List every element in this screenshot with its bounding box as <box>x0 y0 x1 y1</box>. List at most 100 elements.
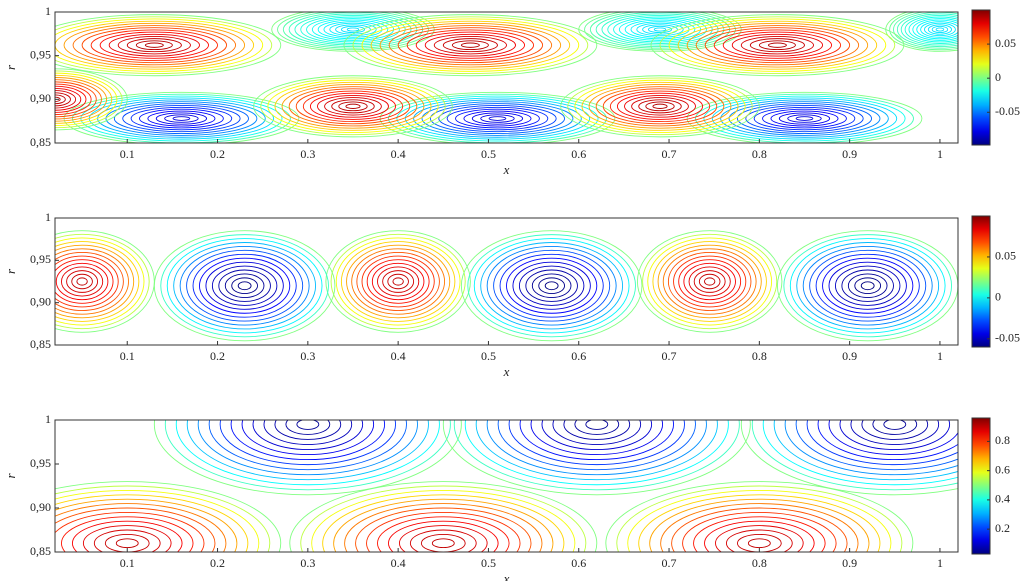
x-tick-label: 0.9 <box>842 349 857 363</box>
contour-line <box>778 112 831 125</box>
contour-line <box>602 88 718 125</box>
contour-line <box>361 18 580 72</box>
contour-line <box>900 13 958 46</box>
contour-line <box>630 21 690 38</box>
contour-line <box>55 248 129 315</box>
x-tick-label: 0.6 <box>571 147 586 161</box>
contour-line <box>493 249 611 322</box>
contour-line <box>55 489 260 552</box>
x-tick-label: 0.8 <box>752 556 767 570</box>
contour-line <box>409 529 477 552</box>
contour-line <box>71 520 183 552</box>
contour-line <box>607 14 713 44</box>
contour-line <box>317 94 389 118</box>
y-tick-label: 0,95 <box>30 456 51 470</box>
colorbar-tick-label: 0 <box>995 290 1001 304</box>
vortex-cell <box>605 481 914 552</box>
contour-line <box>335 237 461 326</box>
contour-line <box>397 27 544 64</box>
contour-line <box>667 252 752 311</box>
contour-line <box>379 91 616 143</box>
contour-line <box>722 31 833 59</box>
contour-line <box>55 230 155 333</box>
contour-line <box>164 420 451 491</box>
colorbar-tick-label: 0.05 <box>995 36 1016 50</box>
x-tick-label: 0.4 <box>391 349 406 363</box>
contour-line <box>525 269 578 302</box>
contour-line <box>55 485 271 552</box>
contour-line <box>817 420 958 461</box>
contour-line <box>433 36 507 55</box>
contour-line <box>828 261 907 310</box>
x-tick-label: 0.7 <box>662 556 677 570</box>
contour-line <box>751 420 958 491</box>
contour-line <box>806 420 958 466</box>
contour-line <box>770 110 839 127</box>
contour-line <box>108 33 200 57</box>
contour-line <box>704 27 851 64</box>
contour-line <box>302 90 404 123</box>
contour-line <box>344 503 543 552</box>
contour-line <box>480 242 624 330</box>
contour-line <box>541 420 653 450</box>
contour-line <box>627 489 892 552</box>
contour-field <box>55 420 958 552</box>
x-tick-label: 0.9 <box>842 556 857 570</box>
contour-line <box>464 420 729 486</box>
contour-line <box>104 533 150 552</box>
vortex-cell <box>460 230 643 342</box>
contour-line <box>828 420 958 456</box>
contour-line <box>392 277 404 286</box>
y-tick-label: 1 <box>45 412 51 426</box>
x-tick-label: 0.9 <box>842 147 857 161</box>
colorbar <box>971 215 991 348</box>
x-tick-label: 0.4 <box>391 147 406 161</box>
x-tick-label: 0.2 <box>210 349 225 363</box>
contour-line <box>784 420 958 476</box>
contour-field <box>55 12 958 143</box>
plot-frame <box>54 419 959 553</box>
x-tick-label: 0.1 <box>120 556 135 570</box>
contour-line <box>429 103 566 134</box>
x-tick-label: 0.4 <box>391 556 406 570</box>
contour-line <box>164 114 199 123</box>
contour-line <box>538 277 565 295</box>
contour-line <box>693 516 826 552</box>
contour-line <box>883 420 907 430</box>
contour-line <box>237 281 252 291</box>
colorbar <box>971 9 991 146</box>
contour-line <box>55 14 282 77</box>
contour-line <box>351 248 446 315</box>
contour-line <box>442 38 498 53</box>
contour-line <box>652 103 668 109</box>
vortex-cell <box>560 75 760 138</box>
x-axis-label: x <box>503 571 510 581</box>
contour-line <box>55 237 145 326</box>
x-axis-label: x <box>503 364 510 379</box>
contour-line <box>63 22 246 68</box>
colorbar-tick-label: 0.2 <box>995 521 1010 535</box>
y-tick-label: 1 <box>45 4 51 18</box>
contour-line <box>55 244 135 319</box>
contour-line <box>574 420 620 435</box>
vortex-cell <box>343 14 598 77</box>
contour-line <box>413 99 582 138</box>
contour-line <box>762 108 847 129</box>
colorbar-tick-label: 0.8 <box>995 433 1010 447</box>
contour-line <box>473 238 630 334</box>
contour-line <box>931 25 949 34</box>
contour-line <box>471 112 524 125</box>
y-tick-label: 0,85 <box>30 337 51 351</box>
contour-line <box>277 12 429 51</box>
y-axis-label: r <box>3 473 18 479</box>
contour-line <box>715 525 804 552</box>
contour-line <box>144 42 164 48</box>
contour-line <box>421 101 574 136</box>
x-axis-label: x <box>503 162 510 177</box>
contour-line <box>55 79 102 120</box>
contour-line <box>695 25 860 66</box>
contour-line <box>322 494 565 552</box>
x-tick-label: 0.2 <box>210 556 225 570</box>
contour-line <box>208 420 407 471</box>
contour-line <box>904 14 958 44</box>
